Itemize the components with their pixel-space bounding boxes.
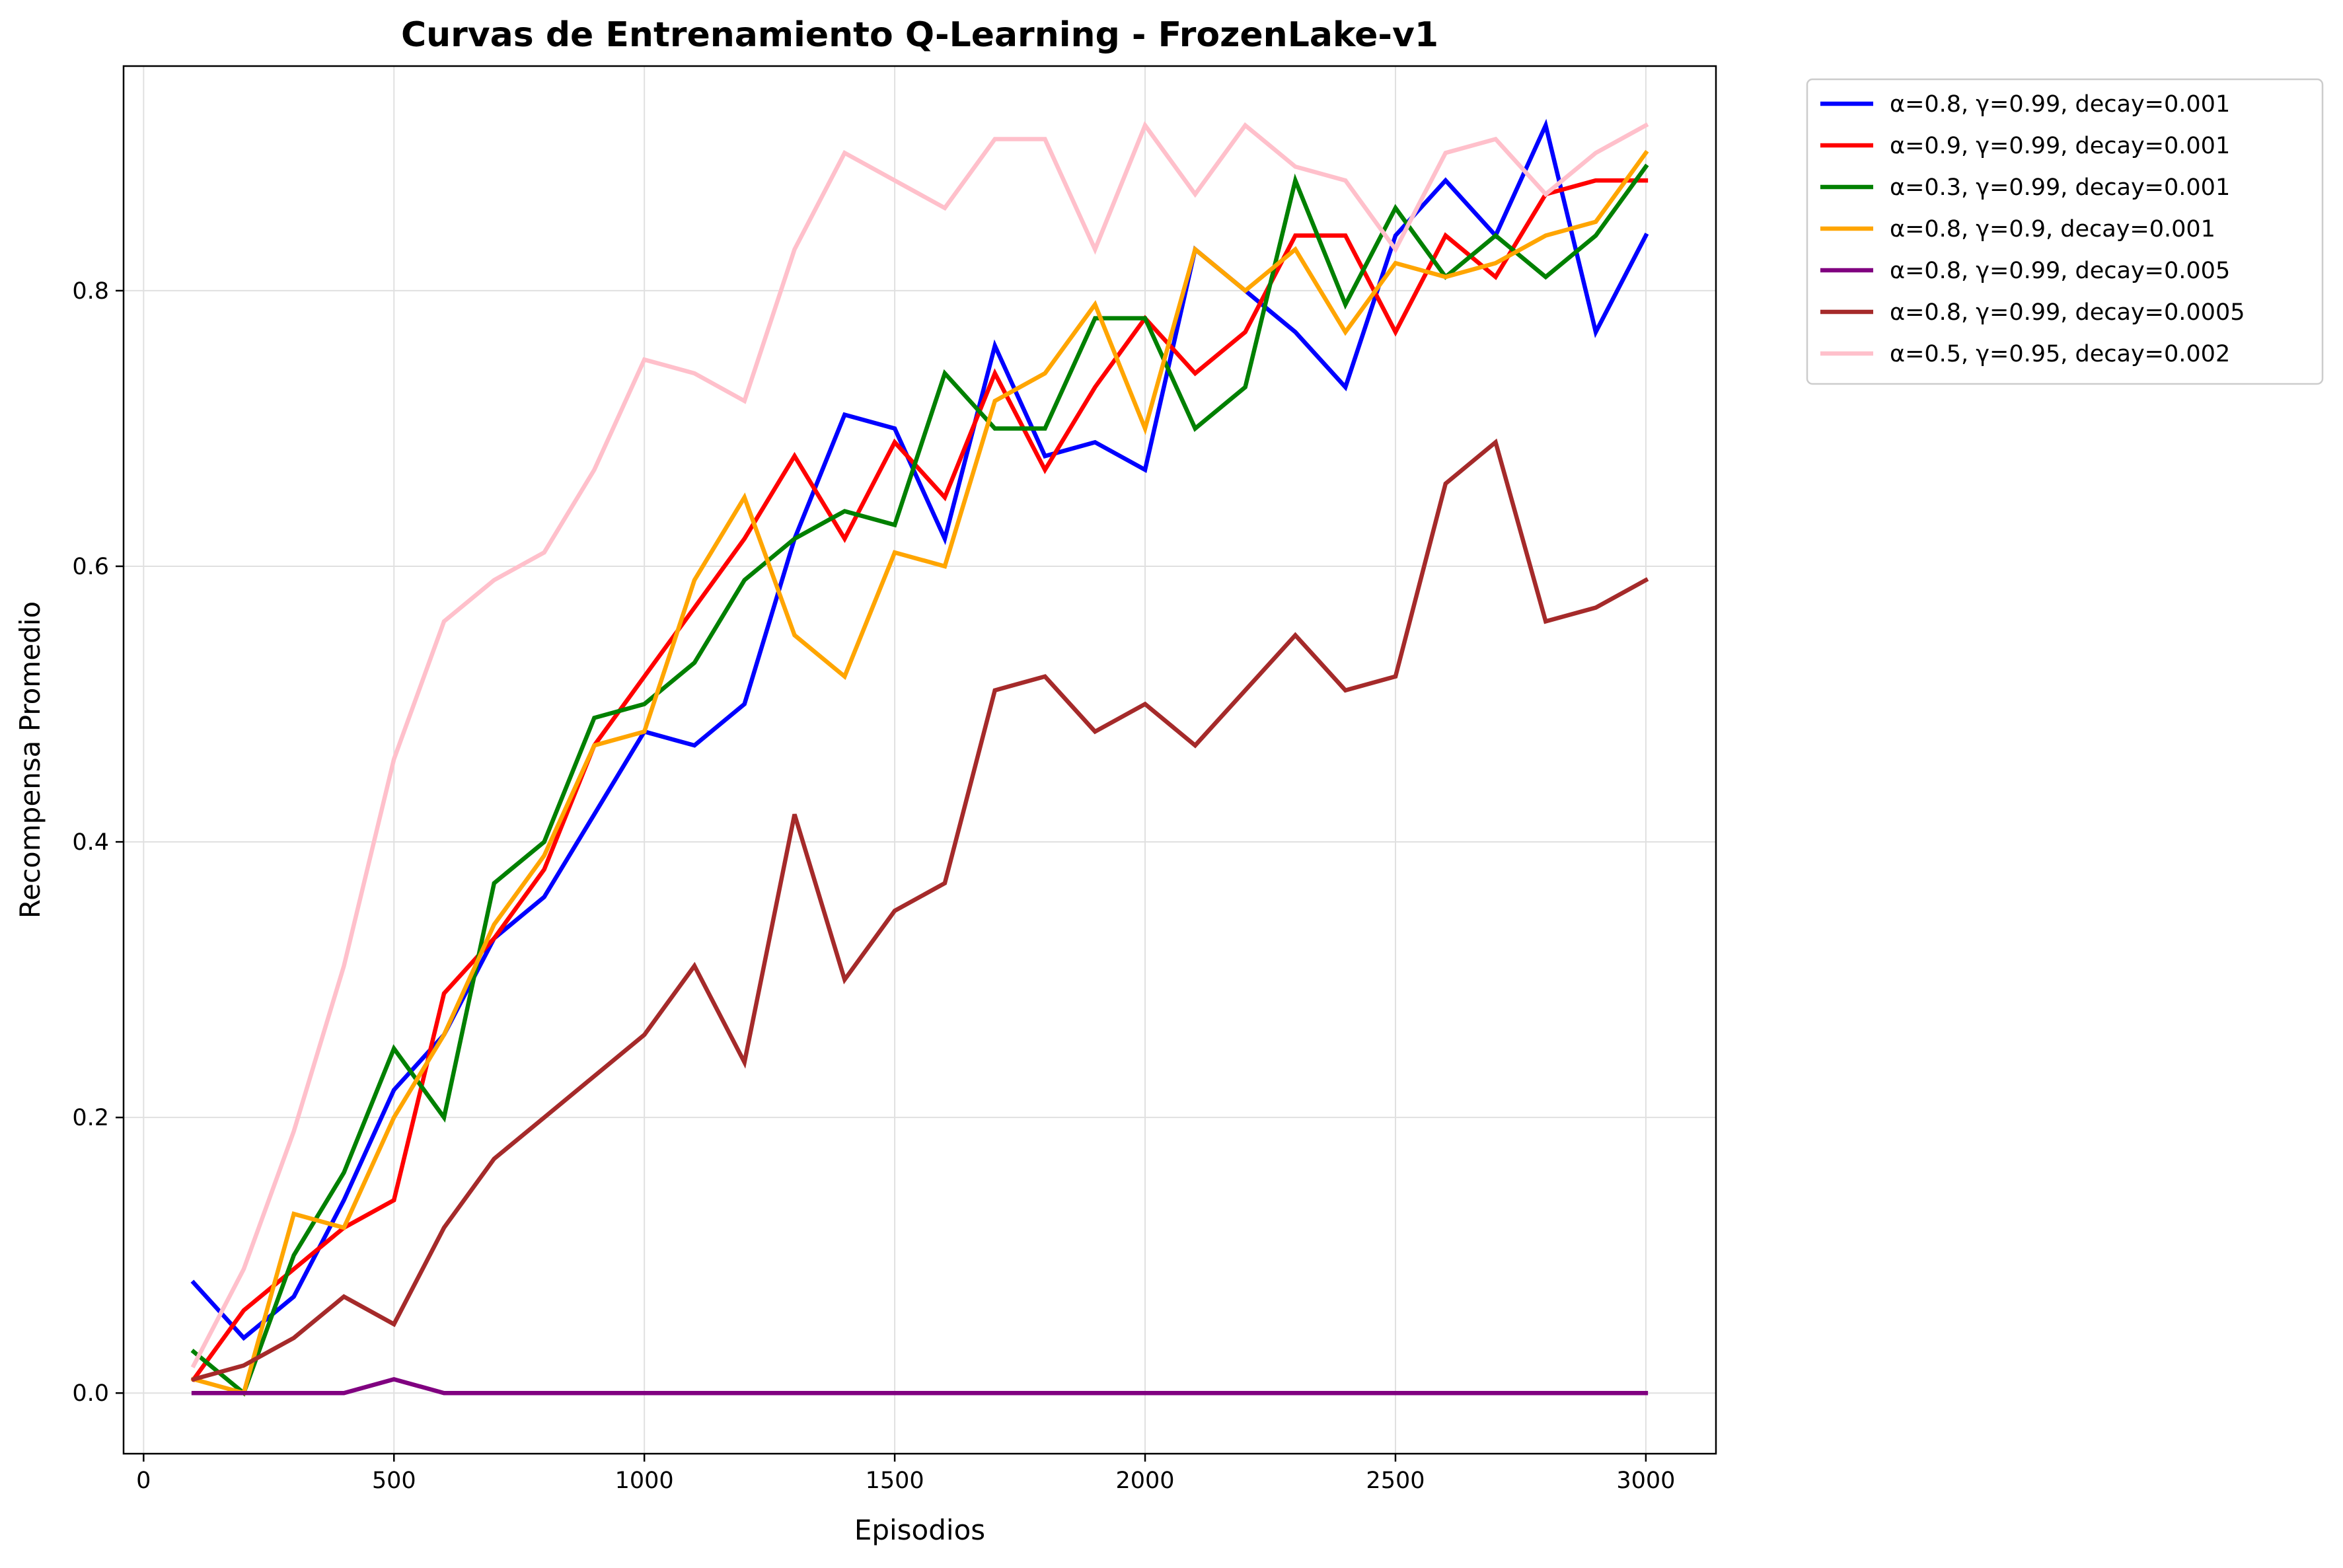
legend-box (1806, 78, 2324, 385)
y-tick-label: 0.8 (72, 278, 109, 305)
legend-label: α=0.9, γ=0.99, decay=0.001 (1890, 133, 2230, 159)
series-line-1 (190, 118, 1649, 1341)
series-line-2 (190, 178, 1649, 1382)
series-line-5 (191, 1377, 1649, 1396)
series-line-4 (191, 149, 1649, 1396)
y-tick-label: 0.4 (72, 829, 109, 856)
legend-label: α=0.8, γ=0.99, decay=0.005 (1890, 258, 2230, 284)
x-axis-label: Episodios (854, 1514, 985, 1546)
x-tick-label: 0 (136, 1468, 151, 1494)
series-line-3 (190, 163, 1649, 1397)
y-axis-label: Recompensa Promedio (14, 601, 46, 918)
x-axis: 0 500 1000 1500 2000 2500 3000 (136, 1454, 1675, 1494)
y-tick-label: 0.2 (72, 1105, 109, 1131)
x-tick-label: 2500 (1366, 1468, 1425, 1494)
legend-label: α=0.8, γ=0.99, decay=0.0005 (1890, 299, 2245, 326)
legend-label: α=0.8, γ=0.99, decay=0.001 (1890, 91, 2230, 118)
series-line-7 (190, 121, 1649, 1368)
x-tick-label: 500 (372, 1468, 416, 1494)
x-tick-label: 2000 (1115, 1468, 1174, 1494)
legend: α=0.8, γ=0.99, decay=0.001 α=0.9, γ=0.99,… (1806, 78, 2324, 385)
legend-label: α=0.3, γ=0.99, decay=0.001 (1890, 174, 2230, 201)
series-line-6 (191, 438, 1649, 1382)
plot-frame (122, 65, 1717, 1455)
legend-label: α=0.8, γ=0.9, decay=0.001 (1890, 216, 2215, 243)
legend-label: α=0.5, γ=0.95, decay=0.002 (1890, 341, 2230, 367)
chart-title: Curvas de Entrenamiento Q-Learning - Fro… (401, 15, 1438, 55)
x-tick-label: 3000 (1616, 1468, 1675, 1494)
x-tick-label: 1500 (866, 1468, 924, 1494)
y-tick-label: 0.0 (72, 1380, 109, 1407)
y-axis: 0.0 0.2 0.4 0.6 0.8 (72, 278, 124, 1407)
x-tick-label: 1000 (615, 1468, 674, 1494)
series-lines (190, 118, 1649, 1397)
y-tick-label: 0.6 (72, 554, 109, 580)
